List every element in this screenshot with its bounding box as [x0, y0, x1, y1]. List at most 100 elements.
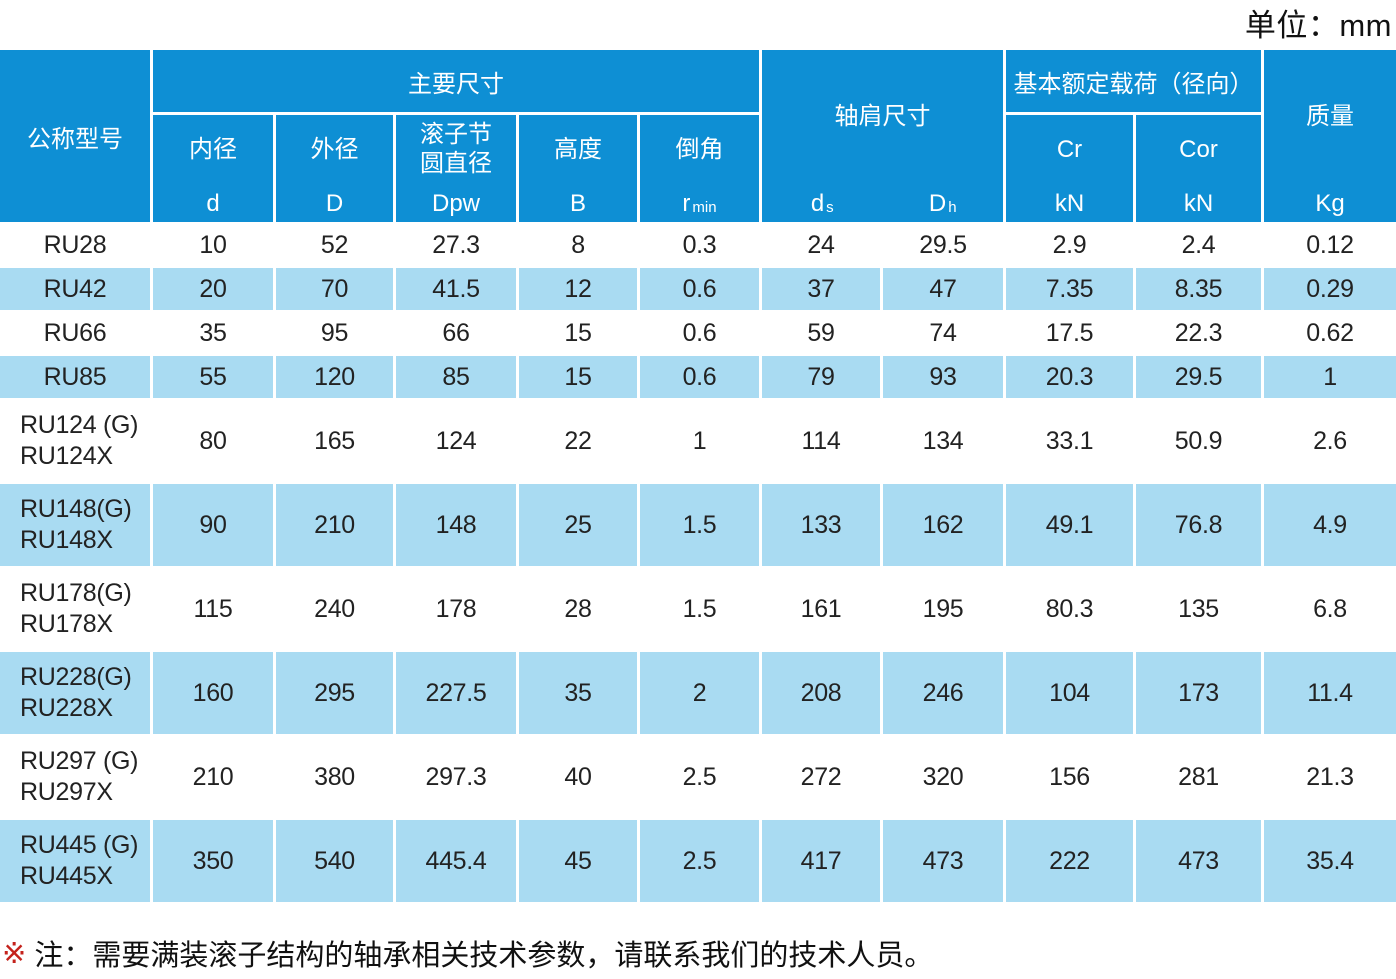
model-line: RU85	[43, 362, 107, 391]
cell-height-B: 22	[519, 400, 637, 482]
header-nominal-model: 公称型号	[0, 50, 150, 222]
cell-model: RU66	[0, 312, 150, 354]
cell-load-Cr: 156	[1006, 736, 1133, 818]
cell-chamfer-rmin: 0.6	[640, 356, 759, 398]
cell-roller-pitch-diameter-Dpw: 85	[396, 356, 516, 398]
cell-shoulder-Dh: 93	[883, 356, 1003, 398]
model-line: RU28	[43, 230, 107, 259]
model-line: RU66	[43, 318, 107, 347]
cell-load-Cr: 49.1	[1006, 484, 1133, 566]
cell-shoulder-ds: 79	[762, 356, 880, 398]
header-dynamic-load-Cr: Cr kN	[1006, 115, 1133, 222]
cell-mass-Kg: 0.29	[1264, 268, 1396, 310]
cell-load-Cor: 473	[1136, 820, 1261, 902]
model-line: RU124X	[20, 442, 113, 470]
cell-roller-pitch-diameter-Dpw: 178	[396, 568, 516, 650]
cell-outer-diameter-D: 540	[276, 820, 393, 902]
cell-shoulder-Dh: 74	[883, 312, 1003, 354]
cell-inner-diameter-d: 90	[153, 484, 273, 566]
cell-outer-diameter-D: 380	[276, 736, 393, 818]
cell-shoulder-ds: 417	[762, 820, 880, 902]
cell-model: RU85	[0, 356, 150, 398]
cell-shoulder-ds: 59	[762, 312, 880, 354]
model-line: RU228X	[20, 694, 113, 722]
cell-mass-Kg: 1	[1264, 356, 1396, 398]
cell-load-Cor: 50.9	[1136, 400, 1261, 482]
cell-load-Cor: 173	[1136, 652, 1261, 734]
header-main-dimensions: 主要尺寸	[153, 50, 759, 112]
model-line: RU42	[43, 274, 107, 303]
cell-load-Cr: 222	[1006, 820, 1133, 902]
cell-mass-Kg: 0.12	[1264, 224, 1396, 266]
cell-model: RU148(G) RU148X	[0, 484, 150, 566]
cell-model: RU42	[0, 268, 150, 310]
cell-outer-diameter-D: 120	[276, 356, 393, 398]
cell-inner-diameter-d: 20	[153, 268, 273, 310]
cell-load-Cor: 281	[1136, 736, 1261, 818]
cell-model: RU297 (G) RU297X	[0, 736, 150, 818]
cell-chamfer-rmin: 2.5	[640, 736, 759, 818]
table-row: RU28 10 52 27.3 8 0.3 24 29.5 2.9 2.4 0.…	[0, 224, 1396, 266]
cell-inner-diameter-d: 350	[153, 820, 273, 902]
table-row: RU66 35 95 66 15 0.6 59 74 17.5 22.3 0.6…	[0, 312, 1396, 354]
cell-mass-Kg: 0.62	[1264, 312, 1396, 354]
cell-inner-diameter-d: 55	[153, 356, 273, 398]
cell-inner-diameter-d: 35	[153, 312, 273, 354]
cell-roller-pitch-diameter-Dpw: 124	[396, 400, 516, 482]
cell-chamfer-rmin: 2.5	[640, 820, 759, 902]
cell-shoulder-ds: 133	[762, 484, 880, 566]
cell-load-Cr: 2.9	[1006, 224, 1133, 266]
cell-shoulder-ds: 24	[762, 224, 880, 266]
cell-shoulder-ds: 114	[762, 400, 880, 482]
cell-chamfer-rmin: 0.6	[640, 268, 759, 310]
cell-outer-diameter-D: 95	[276, 312, 393, 354]
model-line: RU297X	[20, 778, 113, 806]
cell-height-B: 35	[519, 652, 637, 734]
header-mass-label: 质量	[1306, 103, 1354, 131]
cell-outer-diameter-D: 165	[276, 400, 393, 482]
cell-shoulder-ds: 272	[762, 736, 880, 818]
cell-roller-pitch-diameter-Dpw: 41.5	[396, 268, 516, 310]
cell-load-Cr: 33.1	[1006, 400, 1133, 482]
cell-roller-pitch-diameter-Dpw: 445.4	[396, 820, 516, 902]
cell-shoulder-Dh: 320	[883, 736, 1003, 818]
header-static-load-Cor: Cor kN	[1136, 115, 1261, 222]
header-symbol-rmin: r min	[682, 189, 717, 217]
table-row: RU445 (G) RU445X 350 540 445.4 45 2.5 417…	[0, 820, 1396, 902]
model-line: RU228(G)	[20, 663, 132, 691]
cell-height-B: 15	[519, 356, 637, 398]
cell-shoulder-ds: 161	[762, 568, 880, 650]
footnote: ※ 注：需要满装滚子结构的轴承相关技术参数，请联系我们的技术人员。	[2, 932, 933, 974]
cell-shoulder-Dh: 47	[883, 268, 1003, 310]
cell-height-B: 15	[519, 312, 637, 354]
cell-shoulder-Dh: 246	[883, 652, 1003, 734]
cell-inner-diameter-d: 210	[153, 736, 273, 818]
model-line: RU297 (G)	[20, 747, 139, 775]
model-line: RU445 (G)	[20, 831, 139, 859]
header-basic-rated-load: 基本额定载荷（径向）	[1006, 50, 1261, 112]
cell-roller-pitch-diameter-Dpw: 66	[396, 312, 516, 354]
cell-load-Cor: 22.3	[1136, 312, 1261, 354]
model-line: RU445X	[20, 862, 113, 890]
cell-outer-diameter-D: 70	[276, 268, 393, 310]
model-line: RU124 (G)	[20, 411, 139, 439]
unit-label: 单位：mm	[1244, 8, 1392, 43]
header-shoulder-label: 轴肩尺寸	[834, 103, 931, 131]
cell-inner-diameter-d: 10	[153, 224, 273, 266]
cell-load-Cor: 135	[1136, 568, 1261, 650]
cell-shoulder-ds: 208	[762, 652, 880, 734]
cell-chamfer-rmin: 1.5	[640, 568, 759, 650]
cell-outer-diameter-D: 210	[276, 484, 393, 566]
cell-shoulder-ds: 37	[762, 268, 880, 310]
cell-height-B: 40	[519, 736, 637, 818]
cell-model: RU28	[0, 224, 150, 266]
cell-height-B: 45	[519, 820, 637, 902]
cell-load-Cr: 20.3	[1006, 356, 1133, 398]
table-row: RU178(G) RU178X 115 240 178 28 1.5 161 19…	[0, 568, 1396, 650]
cell-load-Cor: 76.8	[1136, 484, 1261, 566]
cell-load-Cr: 7.35	[1006, 268, 1133, 310]
model-line: RU148(G)	[20, 495, 132, 523]
